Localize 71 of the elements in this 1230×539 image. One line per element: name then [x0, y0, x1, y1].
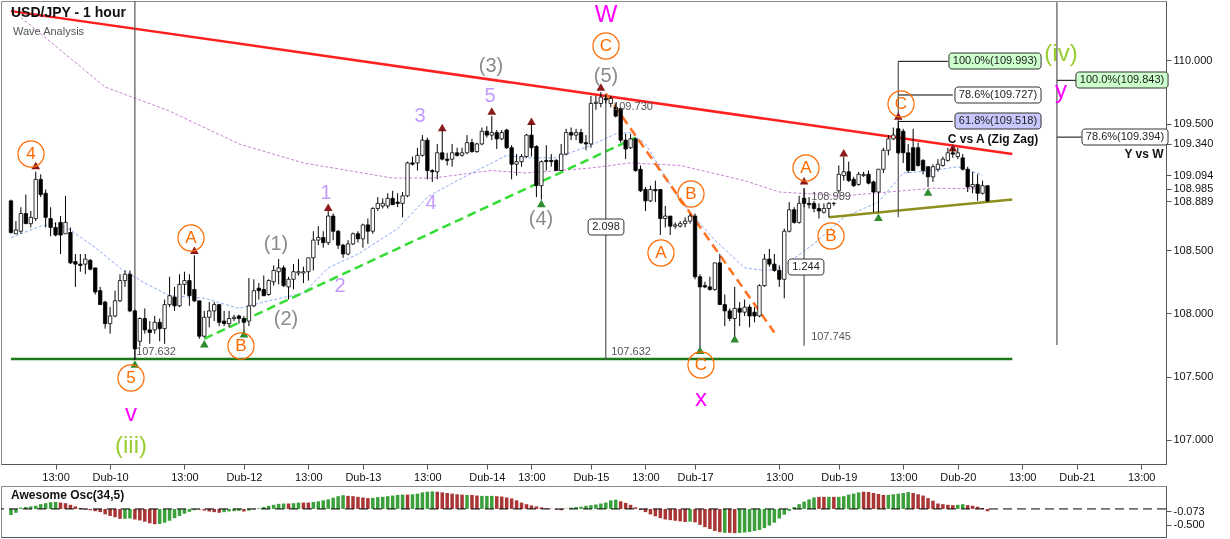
- annotation: v: [125, 399, 137, 426]
- annotation: 107.632: [136, 345, 176, 357]
- x-tick-label: Dub-10: [92, 470, 129, 483]
- x-tick-label: Dub-15: [573, 470, 610, 483]
- annotation: 4: [26, 144, 36, 163]
- annotation: 61.8%(109.518): [958, 114, 1038, 126]
- annotation: 108.989: [811, 190, 851, 202]
- x-tick-label: 13:00: [42, 470, 70, 483]
- annotation: W: [594, 0, 618, 27]
- x-tick-label: Dub-17: [677, 470, 714, 483]
- annotation: 100.0%(109.843): [1079, 73, 1165, 85]
- x-tick-label: Dub-21: [1059, 470, 1096, 483]
- y-tick-label: -0.073: [1173, 504, 1205, 517]
- x-tick-label: 13:00: [518, 470, 546, 483]
- annotation: 78.6%(109.727): [958, 88, 1038, 100]
- annotation: (2): [273, 307, 299, 329]
- x-tick-label: Dub-13: [345, 470, 382, 483]
- annotation: 2: [334, 274, 346, 296]
- annotation: 5: [484, 84, 496, 106]
- y-tick-label: 108.985: [1173, 182, 1214, 195]
- annotation: 1: [320, 181, 332, 203]
- annotation: A: [800, 158, 813, 177]
- x-tick-label: 13:00: [632, 470, 660, 483]
- y-tick-label: 109.340: [1173, 137, 1214, 150]
- y-tick-label: 109.500: [1173, 117, 1214, 130]
- annotation: B: [685, 184, 697, 203]
- annotation: A: [655, 243, 668, 262]
- annotation: Y vs W: [1124, 147, 1165, 161]
- annotation: B: [235, 336, 247, 355]
- x-tick-label: 13:00: [414, 470, 442, 483]
- y-tick-label: 110.000: [1173, 53, 1213, 66]
- x-tick-label: Dub-12: [226, 470, 263, 483]
- y-tick-label: 108.889: [1173, 194, 1214, 207]
- annotation: (5): [593, 64, 619, 86]
- x-tick-label: Dub-20: [940, 470, 977, 483]
- annotation: 3: [414, 104, 426, 126]
- annotation: 107.745: [811, 330, 851, 342]
- y-tick-label: 108.000: [1173, 306, 1214, 319]
- annotation: A: [185, 228, 198, 247]
- x-tick-label: 13:00: [889, 470, 918, 483]
- annotation: x: [695, 384, 707, 411]
- annotation: C: [599, 36, 613, 55]
- x-tick-label: 13:00: [766, 470, 794, 483]
- annotation: 5: [126, 368, 136, 387]
- x-tick-label: 13:00: [1008, 470, 1037, 483]
- y-tick-label: -0.500: [1173, 518, 1205, 531]
- annotation: (4): [528, 207, 554, 229]
- x-tick-label: Dub-19: [821, 470, 858, 483]
- x-tick-label: Dub-14: [469, 470, 506, 483]
- text: Wave Analysis: [13, 25, 85, 37]
- annotation: (1): [263, 232, 289, 254]
- y-tick-label: 108.500: [1173, 243, 1214, 256]
- annotation: C vs A (Zig Zag): [947, 132, 1039, 146]
- x-tick-label: 13:00: [295, 470, 323, 483]
- annotation: 107.632: [611, 345, 651, 357]
- annotation: C: [694, 355, 708, 374]
- annotation: 100.0%(109.993): [952, 54, 1038, 66]
- chart-title: Awesome Osc(34,5): [11, 488, 125, 502]
- annotation: 2.098: [592, 220, 620, 232]
- annotation: 4: [425, 191, 437, 213]
- y-tick-label: 107.500: [1173, 370, 1214, 383]
- x-tick-label: 13:00: [1127, 470, 1156, 483]
- annotation: (iii): [115, 431, 147, 458]
- annotation: 78.6%(109.394): [1085, 130, 1165, 142]
- annotation: 1.244: [792, 260, 820, 272]
- y-tick-label: 107.000: [1173, 433, 1214, 446]
- y-tick-label: 109.094: [1173, 168, 1214, 181]
- annotation: y: [1055, 76, 1067, 103]
- annotation: B: [825, 226, 837, 245]
- annotation: (3): [478, 54, 504, 76]
- x-tick-label: 13:00: [171, 470, 199, 483]
